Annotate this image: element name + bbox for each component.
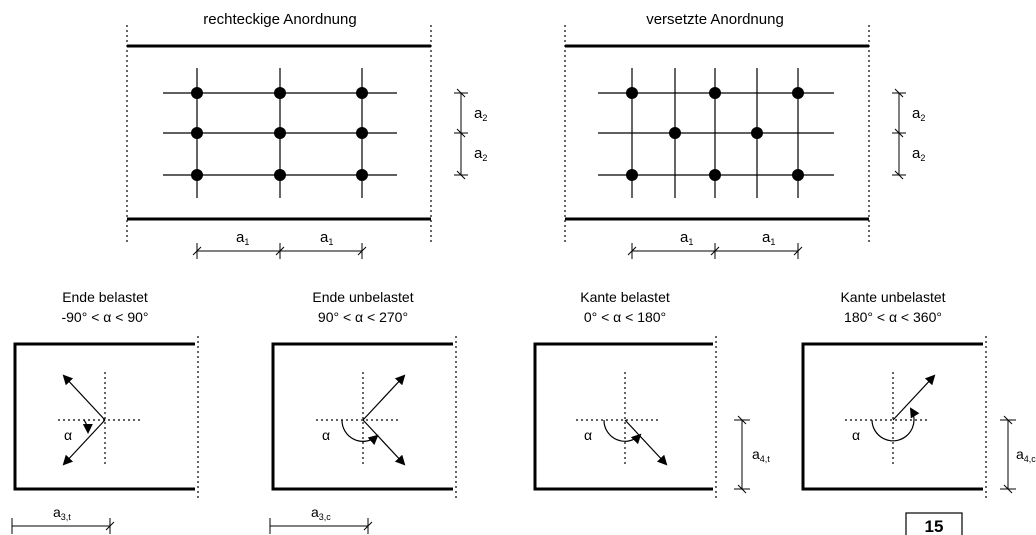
force-arrow [362,374,406,421]
force-arrow [62,374,106,421]
fastener-dot [626,169,638,181]
angle-arc [603,419,642,445]
dimension-slash [1003,484,1013,494]
dimension-slash [275,246,285,256]
force-arrow [362,419,406,466]
rect-arrangement-diagram: rechteckige Anordnung a1 a1 [126,11,487,259]
dimension-label-a4c: a4,c [1016,446,1036,464]
dimension-label-a2: a2 [474,105,487,123]
force-arrow [62,419,106,466]
dimension-slash [710,246,720,256]
member-outline [533,342,713,491]
fastener-dot [191,127,203,139]
force-arrow [624,419,668,466]
end-unloaded-diagram: Ende unbelastet 90° < α < 270° α a3,c [269,289,457,534]
edge-loaded-title: Kante belastet [580,289,670,305]
dimension-slash [894,88,904,98]
fastener-dot [792,169,804,181]
fastener-dot [356,169,368,181]
dimension-slash [1003,415,1013,425]
dimension-slash [363,521,373,531]
angle-arc [871,407,920,442]
end-unloaded-range: 90° < α < 270° [318,309,408,325]
dimension-label-a2: a2 [912,105,925,123]
dimension-label-a3c: a3,c [311,504,331,522]
fastener-dot [356,87,368,99]
end-loaded-diagram: Ende belastet -90° < α < 90° α a3,t [11,289,199,534]
dimension-slash [737,484,747,494]
dimension-label-a1: a1 [236,229,249,247]
fastener-dot [709,169,721,181]
alpha-label: α [584,427,592,443]
dimension-slash [737,415,747,425]
dimension-label-a3t: a3,t [53,504,71,522]
alpha-label: α [322,427,330,443]
end-loaded-range: -90° < α < 90° [61,309,148,325]
dimension-slash [627,246,637,256]
page-number-badge: 15 [905,512,963,535]
fastener-dot [669,127,681,139]
rect-arrangement-title: rechteckige Anordnung [203,11,356,28]
alpha-label: α [64,427,72,443]
dimension-label-a4t: a4,t [752,446,770,464]
angle-arc [82,419,93,434]
fastener-dot [792,87,804,99]
dimension-slash [793,246,803,256]
dimension-slash [894,170,904,180]
fastener-dot [274,169,286,181]
fastener-dot [274,127,286,139]
end-unloaded-title: Ende unbelastet [312,289,413,305]
edge-loaded-range: 0° < α < 180° [584,309,666,325]
force-arrow [892,374,936,421]
page-number: 15 [925,517,944,535]
dimension-slash [105,521,115,531]
edge-unloaded-range: 180° < α < 360° [844,309,942,325]
fastener-dot [709,87,721,99]
dimension-label-a1: a1 [680,229,693,247]
edge-loaded-diagram: Kante belastet 0° < α < 180° α a4,t [533,289,770,500]
dimension-label-a2: a2 [474,145,487,163]
fastener-dot [626,87,638,99]
fastener-dot [191,87,203,99]
staggered-arrangement-diagram: versetzte Anordnung a1 a1 [564,11,925,259]
end-loaded-title: Ende belastet [62,289,148,305]
dimension-slash [192,246,202,256]
dimension-label-a2: a2 [912,145,925,163]
dimension-label-a1: a1 [762,229,775,247]
edge-unloaded-title: Kante unbelastet [840,289,945,305]
angle-arc [341,419,379,446]
dimension-slash [456,170,466,180]
dimension-slash [894,128,904,138]
page-number-box [905,512,963,535]
dimension-label-a1: a1 [320,229,333,247]
fastener-dot [191,169,203,181]
staggered-arrangement-title: versetzte Anordnung [646,11,784,28]
fastener-dot [356,127,368,139]
member-outline [13,342,195,491]
alpha-label: α [852,427,860,443]
dimension-slash [357,246,367,256]
member-outline [801,342,983,491]
member-outline [271,342,453,491]
fastener-dot [751,127,763,139]
dimension-slash [456,88,466,98]
edge-unloaded-diagram: Kante unbelastet 180° < α < 360° α a4,c [801,289,1036,500]
dimension-slash [456,128,466,138]
fastener-dot [274,87,286,99]
